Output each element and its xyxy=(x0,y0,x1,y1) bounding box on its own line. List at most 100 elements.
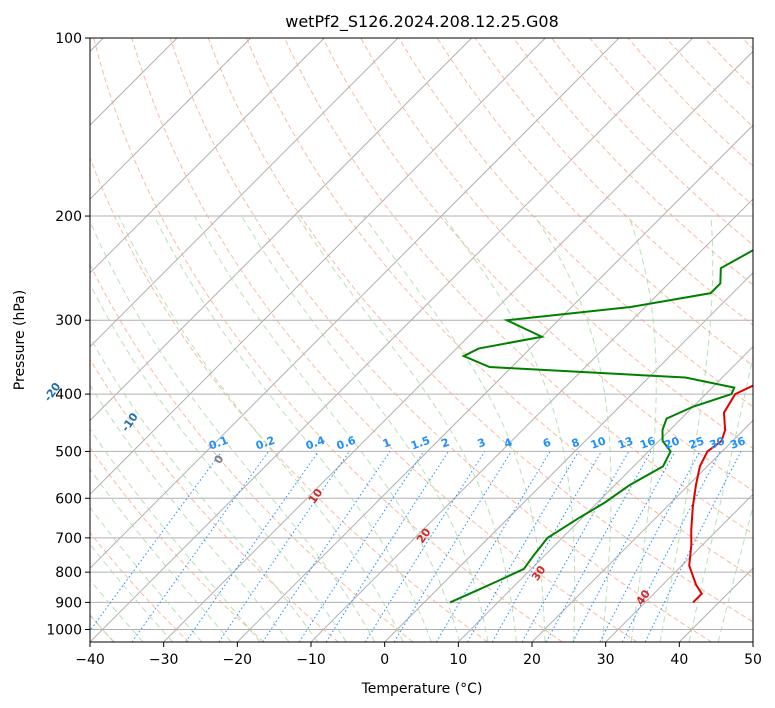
mixing-ratio-line xyxy=(262,451,391,642)
line-labels: 0.10.20.40.611.52346810131620253036-100-… xyxy=(41,380,747,608)
y-tick-label: 300 xyxy=(55,313,82,329)
moist-adiabat-line xyxy=(118,215,404,642)
mixing-ratio-label: 1 xyxy=(381,436,393,451)
dry-adiabat-line xyxy=(245,38,753,578)
isotherm-line xyxy=(384,272,753,642)
moist-adiabat-line xyxy=(90,220,376,642)
isotherm-line xyxy=(531,419,753,642)
mixing-ratio-line xyxy=(621,451,721,642)
mixing-ratio-line xyxy=(545,451,652,642)
moist-adiabat-line xyxy=(90,468,232,642)
mixing-ratio-label: 8 xyxy=(570,436,582,451)
isotherm-line xyxy=(752,641,753,642)
x-tick-label: 0 xyxy=(380,652,389,668)
mixing-ratio-line xyxy=(185,451,319,642)
moist-adiabat-line xyxy=(296,215,517,642)
moist-adiabat-line xyxy=(363,215,546,642)
isotherm-line xyxy=(90,38,694,642)
moist-adiabat-line xyxy=(90,506,203,642)
dry-adiabat-label: 20 xyxy=(414,526,434,546)
isotherm-line xyxy=(605,493,753,642)
moist-adiabat-line xyxy=(153,215,432,642)
mixing-ratio-label: 13 xyxy=(616,434,635,451)
mixing-ratio-line xyxy=(325,451,449,642)
isotherm-line xyxy=(163,50,753,642)
moist-adiabat-line xyxy=(90,427,261,642)
dry-adiabat-line xyxy=(284,38,753,535)
y-tick-label: 200 xyxy=(55,209,82,225)
y-axis: 100 200 300 400 500 600 700 800 900 1000 xyxy=(46,31,90,638)
dry-adiabat-line xyxy=(703,38,753,89)
dry-adiabat-line xyxy=(90,447,264,642)
mixing-ratio-line xyxy=(218,451,350,642)
dry-adiabat-line xyxy=(436,38,753,367)
x-tick-label: −30 xyxy=(149,652,179,668)
isotherm-line xyxy=(90,38,252,200)
dry-adiabat-line xyxy=(90,358,339,642)
moist-adiabat-line xyxy=(534,215,612,642)
mixing-ratio-line xyxy=(435,451,551,642)
moist-adiabat-line xyxy=(90,384,290,642)
x-tick-label: −20 xyxy=(223,652,253,668)
moist-adiabat-line xyxy=(90,336,319,642)
sounding-line xyxy=(688,384,753,604)
moist-adiabat-line xyxy=(659,216,714,642)
isotherm-line xyxy=(678,567,753,642)
x-tick-label: −10 xyxy=(296,652,326,668)
moist-adiabat-line xyxy=(193,215,461,642)
mixing-ratio-label: 4 xyxy=(502,436,514,451)
x-tick-label: 40 xyxy=(670,652,688,668)
y-tick-label: 400 xyxy=(55,387,82,403)
dry-adiabat-line xyxy=(90,156,488,642)
mixing-ratio-label: 1.5 xyxy=(409,434,432,453)
mixing-ratio-line xyxy=(393,451,512,642)
dry-adiabat-line xyxy=(665,38,753,128)
mixing-ratio-label: 6 xyxy=(541,436,553,451)
x-axis-label: Temperature (°C) xyxy=(361,681,483,697)
dry-adiabat-line xyxy=(360,38,753,450)
x-axis: −40 −30 −20 −10 0 10 20 30 40 50 xyxy=(75,642,762,668)
dry-adiabat-line xyxy=(90,263,414,642)
mixing-ratio-label: 36 xyxy=(728,434,747,452)
dry-adiabat-line xyxy=(398,38,753,408)
moist-adiabat-line xyxy=(688,354,753,642)
x-tick-label: −40 xyxy=(75,652,105,668)
isotherm-line xyxy=(90,38,325,274)
dry-adiabat-line xyxy=(589,38,753,206)
isotherm-line xyxy=(457,345,753,642)
dry-adiabat-label: 30 xyxy=(529,563,549,583)
moist-adiabat-line xyxy=(628,215,657,642)
mixing-ratio-label: 10 xyxy=(589,434,608,452)
y-tick-label: 900 xyxy=(55,595,82,611)
mixing-ratio-label: 2 xyxy=(439,436,451,451)
x-tick-label: 10 xyxy=(449,652,467,668)
sounding-line xyxy=(449,249,753,604)
moist-adiabat-line xyxy=(717,505,753,642)
mixing-ratio-line xyxy=(599,451,701,642)
moist-adiabat-line xyxy=(241,215,489,642)
dry-adiabat-line xyxy=(90,531,190,642)
mixing-ratio-line xyxy=(90,451,223,632)
dry-adiabat-line xyxy=(207,38,753,623)
mixing-ratio-label: 25 xyxy=(687,434,706,451)
mixing-ratio-label: 0.2 xyxy=(254,434,277,453)
x-tick-label: 50 xyxy=(744,652,762,668)
y-axis-label: Pressure (hPa) xyxy=(12,290,28,390)
isotherm-line xyxy=(90,38,399,348)
moist-adiabat-line xyxy=(442,215,576,642)
mixing-ratio-line xyxy=(572,451,676,642)
dry-adiabat-line xyxy=(93,38,563,642)
dry-adiabat-label: 40 xyxy=(634,587,654,607)
y-tick-label: 500 xyxy=(55,444,82,460)
dry-adiabat-line xyxy=(513,38,753,286)
mixing-ratio-label: 0.4 xyxy=(304,434,327,453)
y-tick-label: 100 xyxy=(55,31,82,47)
isotherm-line xyxy=(236,124,753,642)
y-tick-label: 600 xyxy=(55,491,82,507)
dry-adiabat-line xyxy=(742,38,753,50)
y-tick-label: 1000 xyxy=(46,622,82,638)
mixing-ratio-line xyxy=(521,451,630,642)
mixing-ratio-line xyxy=(298,451,425,642)
mixing-ratio-label: 30 xyxy=(708,434,727,452)
